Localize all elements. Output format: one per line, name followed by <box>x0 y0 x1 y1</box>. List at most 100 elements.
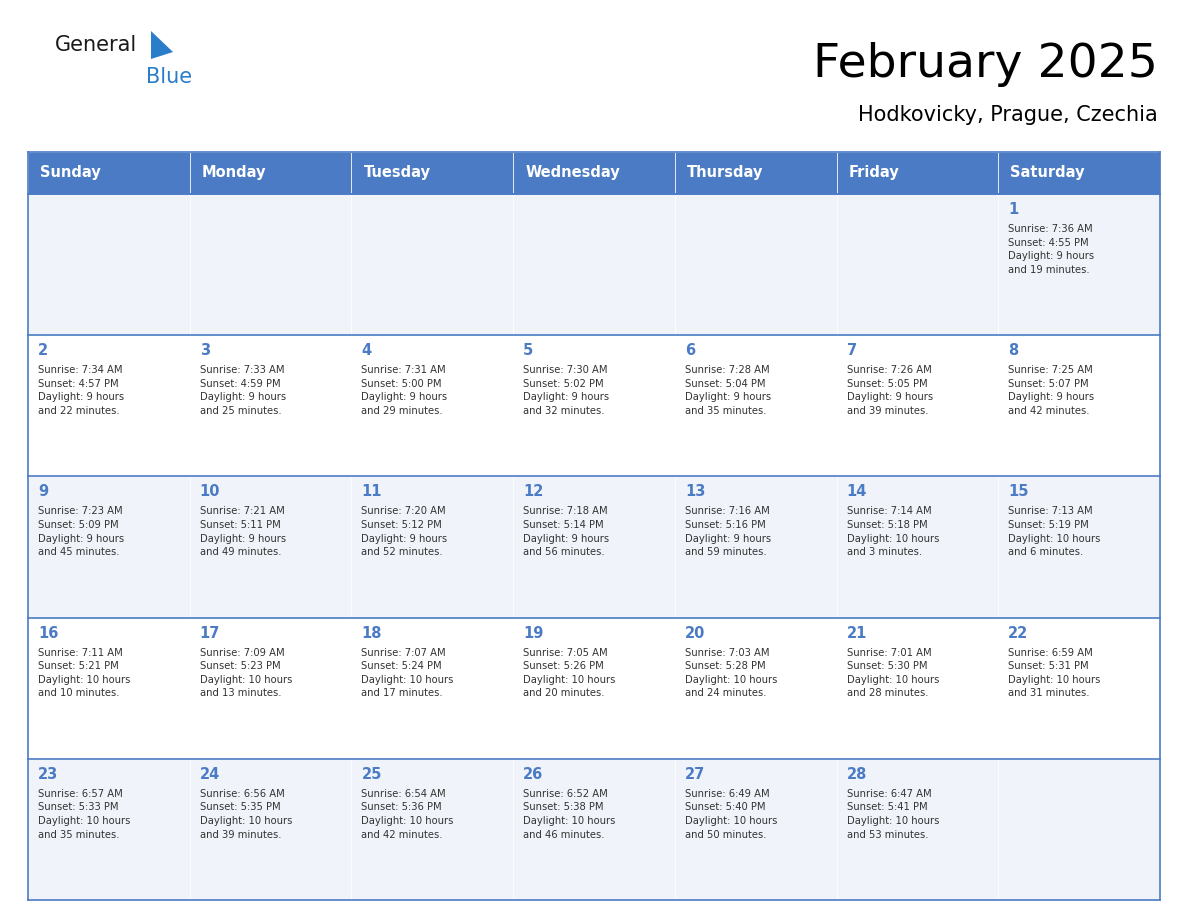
Bar <box>352 618 513 759</box>
Bar <box>29 618 190 759</box>
Text: Sunrise: 7:16 AM
Sunset: 5:16 PM
Daylight: 9 hours
and 59 minutes.: Sunrise: 7:16 AM Sunset: 5:16 PM Dayligh… <box>684 507 771 557</box>
Text: 27: 27 <box>684 767 706 782</box>
Text: Sunrise: 7:26 AM
Sunset: 5:05 PM
Daylight: 9 hours
and 39 minutes.: Sunrise: 7:26 AM Sunset: 5:05 PM Dayligh… <box>847 365 933 416</box>
Text: Sunrise: 7:36 AM
Sunset: 4:55 PM
Daylight: 9 hours
and 19 minutes.: Sunrise: 7:36 AM Sunset: 4:55 PM Dayligh… <box>1009 224 1094 274</box>
Text: Sunrise: 6:54 AM
Sunset: 5:36 PM
Daylight: 10 hours
and 42 minutes.: Sunrise: 6:54 AM Sunset: 5:36 PM Dayligh… <box>361 789 454 840</box>
Bar <box>190 618 352 759</box>
Text: Sunrise: 6:52 AM
Sunset: 5:38 PM
Daylight: 10 hours
and 46 minutes.: Sunrise: 6:52 AM Sunset: 5:38 PM Dayligh… <box>523 789 615 840</box>
Text: Sunrise: 7:18 AM
Sunset: 5:14 PM
Daylight: 9 hours
and 56 minutes.: Sunrise: 7:18 AM Sunset: 5:14 PM Dayligh… <box>523 507 609 557</box>
Text: Sunrise: 7:03 AM
Sunset: 5:28 PM
Daylight: 10 hours
and 24 minutes.: Sunrise: 7:03 AM Sunset: 5:28 PM Dayligh… <box>684 647 777 699</box>
Text: Sunrise: 7:34 AM
Sunset: 4:57 PM
Daylight: 9 hours
and 22 minutes.: Sunrise: 7:34 AM Sunset: 4:57 PM Dayligh… <box>38 365 124 416</box>
Bar <box>190 152 352 194</box>
Bar <box>29 759 190 900</box>
Text: Saturday: Saturday <box>1010 165 1085 181</box>
Bar <box>836 618 998 759</box>
Bar <box>513 618 675 759</box>
Text: 26: 26 <box>523 767 543 782</box>
Text: Sunrise: 7:33 AM
Sunset: 4:59 PM
Daylight: 9 hours
and 25 minutes.: Sunrise: 7:33 AM Sunset: 4:59 PM Dayligh… <box>200 365 286 416</box>
Text: Sunrise: 7:11 AM
Sunset: 5:21 PM
Daylight: 10 hours
and 10 minutes.: Sunrise: 7:11 AM Sunset: 5:21 PM Dayligh… <box>38 647 131 699</box>
Bar <box>29 476 190 618</box>
Text: Friday: Friday <box>848 165 899 181</box>
Text: 12: 12 <box>523 485 544 499</box>
Bar <box>836 759 998 900</box>
Bar <box>836 152 998 194</box>
Bar <box>998 152 1159 194</box>
Bar <box>352 152 513 194</box>
Bar <box>352 476 513 618</box>
Bar <box>675 759 836 900</box>
Text: 8: 8 <box>1009 343 1018 358</box>
Text: 16: 16 <box>38 625 58 641</box>
Bar <box>190 759 352 900</box>
Text: Sunrise: 7:13 AM
Sunset: 5:19 PM
Daylight: 10 hours
and 6 minutes.: Sunrise: 7:13 AM Sunset: 5:19 PM Dayligh… <box>1009 507 1100 557</box>
Bar <box>513 152 675 194</box>
Bar <box>29 194 190 335</box>
Bar <box>998 618 1159 759</box>
Text: Thursday: Thursday <box>687 165 763 181</box>
Text: 24: 24 <box>200 767 220 782</box>
Bar <box>352 759 513 900</box>
Text: Sunday: Sunday <box>40 165 101 181</box>
Bar <box>190 476 352 618</box>
Text: Sunrise: 7:21 AM
Sunset: 5:11 PM
Daylight: 9 hours
and 49 minutes.: Sunrise: 7:21 AM Sunset: 5:11 PM Dayligh… <box>200 507 286 557</box>
Text: 15: 15 <box>1009 485 1029 499</box>
Polygon shape <box>151 31 173 59</box>
Text: Sunrise: 7:07 AM
Sunset: 5:24 PM
Daylight: 10 hours
and 17 minutes.: Sunrise: 7:07 AM Sunset: 5:24 PM Dayligh… <box>361 647 454 699</box>
Text: 25: 25 <box>361 767 381 782</box>
Text: Sunrise: 7:20 AM
Sunset: 5:12 PM
Daylight: 9 hours
and 52 minutes.: Sunrise: 7:20 AM Sunset: 5:12 PM Dayligh… <box>361 507 448 557</box>
Text: 19: 19 <box>523 625 544 641</box>
Text: Sunrise: 7:09 AM
Sunset: 5:23 PM
Daylight: 10 hours
and 13 minutes.: Sunrise: 7:09 AM Sunset: 5:23 PM Dayligh… <box>200 647 292 699</box>
Text: Sunrise: 6:59 AM
Sunset: 5:31 PM
Daylight: 10 hours
and 31 minutes.: Sunrise: 6:59 AM Sunset: 5:31 PM Dayligh… <box>1009 647 1100 699</box>
Bar <box>675 335 836 476</box>
Bar <box>836 476 998 618</box>
Text: Sunrise: 7:28 AM
Sunset: 5:04 PM
Daylight: 9 hours
and 35 minutes.: Sunrise: 7:28 AM Sunset: 5:04 PM Dayligh… <box>684 365 771 416</box>
Text: 2: 2 <box>38 343 49 358</box>
Text: Sunrise: 7:23 AM
Sunset: 5:09 PM
Daylight: 9 hours
and 45 minutes.: Sunrise: 7:23 AM Sunset: 5:09 PM Dayligh… <box>38 507 124 557</box>
Text: 28: 28 <box>847 767 867 782</box>
Text: 13: 13 <box>684 485 706 499</box>
Text: Sunrise: 7:05 AM
Sunset: 5:26 PM
Daylight: 10 hours
and 20 minutes.: Sunrise: 7:05 AM Sunset: 5:26 PM Dayligh… <box>523 647 615 699</box>
Text: 1: 1 <box>1009 202 1018 217</box>
Text: Wednesday: Wednesday <box>525 165 620 181</box>
Text: 18: 18 <box>361 625 381 641</box>
Bar <box>513 335 675 476</box>
Text: Monday: Monday <box>202 165 266 181</box>
Text: 5: 5 <box>523 343 533 358</box>
Text: Sunrise: 7:01 AM
Sunset: 5:30 PM
Daylight: 10 hours
and 28 minutes.: Sunrise: 7:01 AM Sunset: 5:30 PM Dayligh… <box>847 647 939 699</box>
Bar <box>675 476 836 618</box>
Bar <box>352 335 513 476</box>
Text: 10: 10 <box>200 485 220 499</box>
Text: 20: 20 <box>684 625 706 641</box>
Text: 23: 23 <box>38 767 58 782</box>
Bar <box>998 759 1159 900</box>
Text: 7: 7 <box>847 343 857 358</box>
Text: 11: 11 <box>361 485 381 499</box>
Bar <box>675 194 836 335</box>
Text: Sunrise: 6:56 AM
Sunset: 5:35 PM
Daylight: 10 hours
and 39 minutes.: Sunrise: 6:56 AM Sunset: 5:35 PM Dayligh… <box>200 789 292 840</box>
Text: Sunrise: 7:25 AM
Sunset: 5:07 PM
Daylight: 9 hours
and 42 minutes.: Sunrise: 7:25 AM Sunset: 5:07 PM Dayligh… <box>1009 365 1094 416</box>
Text: Sunrise: 7:31 AM
Sunset: 5:00 PM
Daylight: 9 hours
and 29 minutes.: Sunrise: 7:31 AM Sunset: 5:00 PM Dayligh… <box>361 365 448 416</box>
Bar <box>675 618 836 759</box>
Text: 6: 6 <box>684 343 695 358</box>
Text: Sunrise: 6:49 AM
Sunset: 5:40 PM
Daylight: 10 hours
and 50 minutes.: Sunrise: 6:49 AM Sunset: 5:40 PM Dayligh… <box>684 789 777 840</box>
Text: Blue: Blue <box>146 67 192 87</box>
Bar <box>998 476 1159 618</box>
Text: 4: 4 <box>361 343 372 358</box>
Text: 21: 21 <box>847 625 867 641</box>
Bar <box>29 152 190 194</box>
Text: 9: 9 <box>38 485 49 499</box>
Text: Sunrise: 6:47 AM
Sunset: 5:41 PM
Daylight: 10 hours
and 53 minutes.: Sunrise: 6:47 AM Sunset: 5:41 PM Dayligh… <box>847 789 939 840</box>
Bar <box>513 194 675 335</box>
Text: Sunrise: 6:57 AM
Sunset: 5:33 PM
Daylight: 10 hours
and 35 minutes.: Sunrise: 6:57 AM Sunset: 5:33 PM Dayligh… <box>38 789 131 840</box>
Text: 3: 3 <box>200 343 210 358</box>
Bar <box>675 152 836 194</box>
Text: Sunrise: 7:30 AM
Sunset: 5:02 PM
Daylight: 9 hours
and 32 minutes.: Sunrise: 7:30 AM Sunset: 5:02 PM Dayligh… <box>523 365 609 416</box>
Bar <box>190 194 352 335</box>
Bar <box>836 194 998 335</box>
Bar <box>190 335 352 476</box>
Text: Sunrise: 7:14 AM
Sunset: 5:18 PM
Daylight: 10 hours
and 3 minutes.: Sunrise: 7:14 AM Sunset: 5:18 PM Dayligh… <box>847 507 939 557</box>
Bar <box>513 476 675 618</box>
Text: 22: 22 <box>1009 625 1029 641</box>
Text: 17: 17 <box>200 625 220 641</box>
Bar <box>836 335 998 476</box>
